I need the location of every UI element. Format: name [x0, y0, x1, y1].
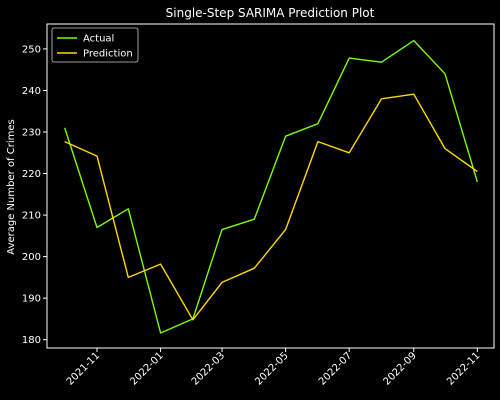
legend-label: Prediction — [83, 49, 133, 60]
y-tick-label: 180 — [22, 335, 41, 346]
series-line-actual — [64, 39, 478, 334]
legend-label: Actual — [83, 34, 114, 45]
series-line-prediction — [64, 93, 478, 321]
axes-frame — [46, 23, 495, 349]
y-tick-label: 190 — [22, 294, 41, 305]
y-tick-label: 250 — [22, 44, 41, 55]
y-tick-label: 220 — [22, 169, 41, 180]
y-axis-label: Average Number of Crimes — [6, 119, 17, 254]
y-tick-label: 240 — [22, 86, 41, 97]
y-tick-label: 200 — [22, 252, 41, 263]
chart-title: Single-Step SARIMA Prediction Plot — [166, 6, 375, 20]
y-tick-label: 210 — [22, 211, 41, 222]
y-tick-label: 230 — [22, 128, 41, 139]
